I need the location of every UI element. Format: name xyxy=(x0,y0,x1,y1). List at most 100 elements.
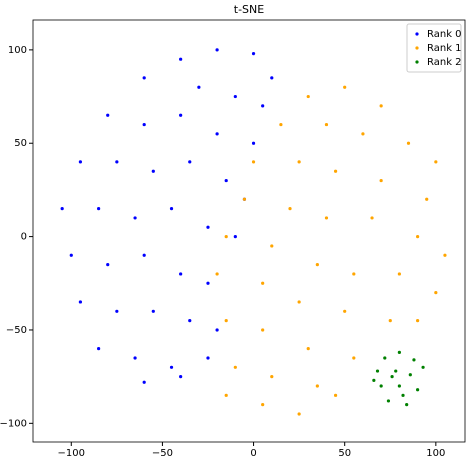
legend-marker xyxy=(415,60,419,64)
point xyxy=(434,291,438,295)
point xyxy=(297,160,301,164)
y-tick-label: 0 xyxy=(21,232,27,243)
point xyxy=(416,235,420,239)
legend-marker xyxy=(415,46,419,50)
legend-box xyxy=(406,23,462,73)
point xyxy=(142,380,146,384)
point xyxy=(401,393,405,397)
point xyxy=(215,328,219,332)
point xyxy=(133,216,137,220)
point xyxy=(270,244,274,248)
legend-label: Rank 1 xyxy=(427,43,462,54)
point xyxy=(106,263,110,267)
point xyxy=(421,365,425,369)
point xyxy=(397,272,401,276)
point xyxy=(425,197,429,201)
point xyxy=(151,309,155,313)
point xyxy=(379,384,383,388)
point xyxy=(416,388,420,392)
point xyxy=(394,369,398,373)
point xyxy=(224,319,228,323)
point xyxy=(315,384,319,388)
point xyxy=(115,309,119,313)
point xyxy=(206,281,210,285)
point xyxy=(434,160,438,164)
y-tick-label: −100 xyxy=(0,418,27,429)
legend-marker xyxy=(415,32,419,36)
point xyxy=(179,57,183,61)
x-tick-label: 0 xyxy=(250,448,256,459)
point xyxy=(324,216,329,220)
point xyxy=(261,403,265,407)
point xyxy=(443,253,447,257)
point xyxy=(169,365,174,369)
point xyxy=(169,206,174,211)
point xyxy=(379,178,383,183)
point xyxy=(251,160,256,164)
point xyxy=(224,235,228,239)
chart-title: t-SNE xyxy=(234,3,264,16)
point xyxy=(412,358,416,362)
point xyxy=(408,373,412,377)
point xyxy=(206,356,210,360)
point xyxy=(224,393,228,397)
point xyxy=(416,319,420,323)
point xyxy=(375,369,380,373)
point xyxy=(370,216,374,220)
point xyxy=(179,375,183,379)
point xyxy=(215,132,219,136)
point xyxy=(78,160,82,164)
point xyxy=(215,48,219,52)
y-tick-label: −50 xyxy=(6,325,27,336)
point xyxy=(233,365,237,369)
point xyxy=(306,94,310,99)
point xyxy=(352,272,356,276)
point xyxy=(142,253,146,257)
point xyxy=(251,141,256,145)
point xyxy=(361,132,365,136)
plot-frame xyxy=(32,19,466,443)
point xyxy=(215,272,219,276)
point xyxy=(133,356,137,360)
point xyxy=(106,113,110,117)
point xyxy=(142,76,146,80)
point xyxy=(69,253,73,257)
point xyxy=(224,178,228,183)
point xyxy=(343,85,347,89)
point xyxy=(261,281,265,285)
point xyxy=(333,393,338,397)
point xyxy=(142,122,146,127)
point xyxy=(386,399,391,403)
point xyxy=(297,412,301,416)
point xyxy=(188,319,192,323)
point xyxy=(297,300,301,304)
point xyxy=(397,350,401,354)
legend-label: Rank 0 xyxy=(427,29,462,40)
point xyxy=(315,263,319,267)
point xyxy=(324,122,329,127)
point xyxy=(333,169,338,173)
point xyxy=(270,375,274,379)
point xyxy=(388,319,392,323)
point xyxy=(270,76,274,80)
point xyxy=(97,347,101,351)
legend-label: Rank 2 xyxy=(427,57,462,68)
point xyxy=(242,197,247,201)
point xyxy=(379,104,383,108)
y-tick-label: 100 xyxy=(8,45,27,56)
point xyxy=(390,375,394,379)
point xyxy=(406,141,411,145)
x-tick-label: 50 xyxy=(338,448,351,459)
point xyxy=(288,206,292,211)
point xyxy=(261,328,265,332)
point xyxy=(261,104,265,108)
point xyxy=(115,160,119,164)
point xyxy=(179,113,183,117)
point xyxy=(97,206,101,211)
point xyxy=(405,403,409,407)
point xyxy=(188,160,192,164)
point xyxy=(397,384,401,388)
point xyxy=(343,309,347,313)
point xyxy=(251,52,256,56)
